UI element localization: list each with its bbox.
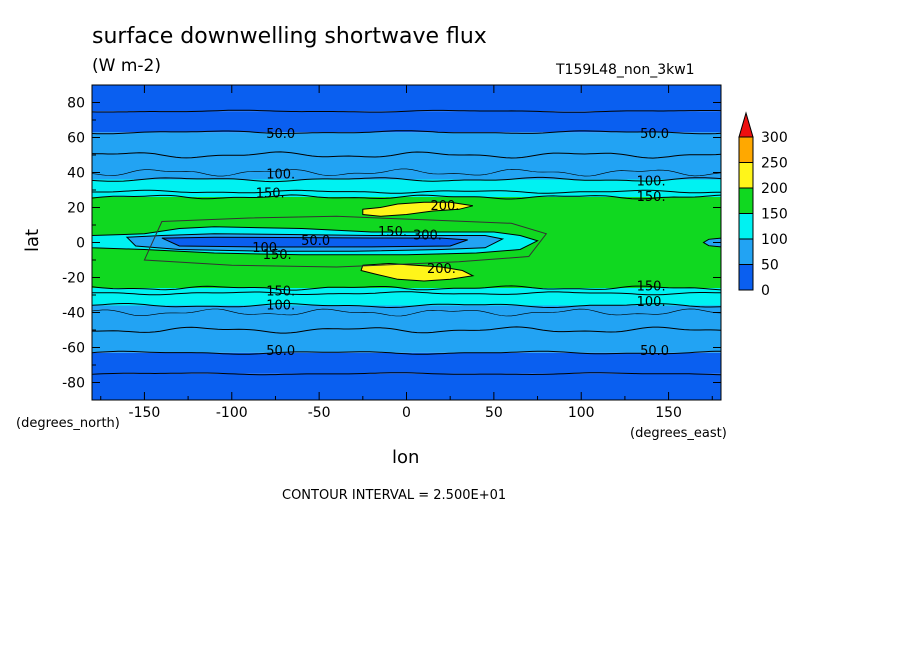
y-tick-label: 80 <box>67 96 85 112</box>
colorbar-bin <box>738 213 754 240</box>
tropical-contour-outline <box>143 215 548 268</box>
colorbar-label: 200 <box>761 181 788 197</box>
contour-line-s5 <box>92 285 721 291</box>
contour-line-s4 <box>92 291 721 296</box>
y-tick-label: 60 <box>67 131 85 147</box>
colorbar-bin <box>738 187 754 214</box>
y-tick-label: 40 <box>67 166 85 182</box>
northern-maximum <box>362 201 474 217</box>
colorbar-label: 300 <box>761 130 788 146</box>
x-tick-label: 0 <box>402 405 411 421</box>
colorbar-label: 250 <box>761 156 788 172</box>
y-tick-label: 0 <box>76 236 85 252</box>
y-tick-label: -20 <box>62 271 85 287</box>
contour-label: 50.0 <box>640 344 669 359</box>
contour-label: 100. <box>637 295 666 310</box>
axis-ticks: -150 -100 -50 0 50 100 150 -80 -60 -40 -20 0 20 40 60 8… <box>62 84 721 421</box>
zonal-band-6 <box>92 132 721 180</box>
contour-label: 50.0 <box>266 344 295 359</box>
contour-label: 100. <box>266 299 295 314</box>
run-label: T159L48_non_3kw1 <box>556 62 695 78</box>
contour-line-n1 <box>92 130 721 135</box>
chart-title: surface downwelling shortwave flux <box>92 24 487 49</box>
contour-line-n5 <box>92 194 721 200</box>
contour-line-s-thin <box>92 308 721 317</box>
contour-label: 100. <box>266 167 295 182</box>
x-tick-label: 150 <box>655 405 682 421</box>
contour-interval: CONTOUR INTERVAL = 2.500E+01 <box>282 488 507 503</box>
x-axis-units: (degrees_east) <box>630 426 727 441</box>
zonal-band-7 <box>92 111 721 133</box>
contour-label: 150. <box>263 248 292 263</box>
colorbar: 0 50 100 150 200 250 300 <box>738 111 788 299</box>
y-axis-label: lat <box>22 228 43 252</box>
colorbar-label: 50 <box>761 258 779 274</box>
contour-line-s0 <box>92 372 721 376</box>
colorbar-bin <box>738 264 754 291</box>
contour-label: 100. <box>637 174 666 189</box>
x-tick-label: -50 <box>308 405 331 421</box>
contour-line-s1 <box>92 350 721 355</box>
colorbar-extend-arrow <box>738 111 754 138</box>
contour-label: 150. <box>378 225 407 240</box>
colorbar-bin <box>738 162 754 189</box>
y-tick-label: -40 <box>62 306 85 322</box>
east-equatorial-minimum <box>702 237 721 248</box>
y-tick-label: 20 <box>67 201 85 217</box>
x-tick-label: -150 <box>129 405 161 421</box>
colorbar-bin <box>738 136 754 163</box>
contour-label: 150. <box>256 187 285 202</box>
contour-label: 200. <box>430 199 459 214</box>
contour-line-n0 <box>92 109 721 113</box>
contour-line-n2 <box>92 151 721 159</box>
contour-label: 300. <box>413 229 442 244</box>
contour-label: 200. <box>427 262 456 277</box>
x-tick-label: 50 <box>485 405 503 421</box>
x-tick-label: 100 <box>568 405 595 421</box>
colorbar-label: 150 <box>761 207 788 223</box>
x-axis-label: lon <box>392 447 420 468</box>
plot-area <box>92 85 721 400</box>
zonal-band-1 <box>92 352 721 374</box>
southern-maximum <box>360 262 475 282</box>
contour-label: 50.0 <box>640 127 669 142</box>
contour-line-n4 <box>92 189 721 194</box>
y-tick-label: -80 <box>62 376 85 392</box>
contour-line-n-thin <box>92 168 721 177</box>
zonal-band-2 <box>92 305 721 353</box>
y-tick-label: -60 <box>62 341 85 357</box>
contour-label: 150. <box>637 279 666 294</box>
colorbar-label: 100 <box>761 232 788 248</box>
chart-units: (W m-2) <box>92 56 161 76</box>
contour-label: 50.0 <box>266 127 295 142</box>
contour-label: 50.0 <box>301 234 330 249</box>
colorbar-label: 0 <box>761 283 770 299</box>
equatorial-band-0-50 <box>161 236 468 248</box>
zonal-band-3 <box>92 288 721 306</box>
colorbar-bin <box>738 238 754 265</box>
zonal-band-5 <box>92 179 721 197</box>
contour-line-s2 <box>92 326 721 334</box>
y-axis-units: (degrees_north) <box>16 416 120 431</box>
contour-label: 150. <box>266 285 295 300</box>
contour-line-s3 <box>92 303 721 309</box>
contour-label: 100. <box>252 241 281 256</box>
contour-label: 150. <box>637 190 666 205</box>
x-tick-label: -100 <box>216 405 248 421</box>
contour-line-n3 <box>92 176 721 183</box>
